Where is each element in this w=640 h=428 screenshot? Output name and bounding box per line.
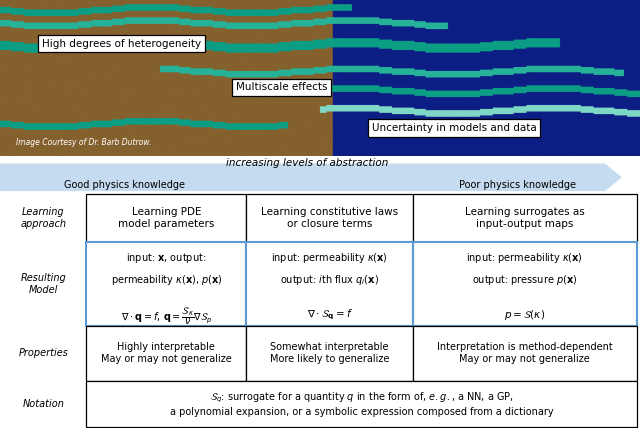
Text: Highly interpretable
May or may not generalize: Highly interpretable May or may not gene… [101,342,232,364]
Bar [246,194,413,242]
Text: Learning constitutive laws
or closure terms: Learning constitutive laws or closure te… [261,207,398,229]
Text: input: $\mathbf{x}$, output:: input: $\mathbf{x}$, output: [126,252,207,265]
Bar [86,326,246,381]
Text: permeability $\kappa(\mathbf{x})$, $p(\mathbf{x})$: permeability $\kappa(\mathbf{x})$, $p(\m… [111,273,222,287]
Text: output: $i$th flux $q_i(\mathbf{x})$: output: $i$th flux $q_i(\mathbf{x})$ [280,273,379,287]
Text: High degrees of heterogeneity: High degrees of heterogeneity [42,39,201,49]
Text: Learning
approach: Learning approach [20,207,66,229]
Text: $\mathcal{S}_q$: surrogate for a quantity $q$ in the form of, $e.g.$, a NN, a GP: $\mathcal{S}_q$: surrogate for a quantit… [170,391,554,417]
Text: Multiscale effects: Multiscale effects [236,83,327,92]
Bar [86,194,246,242]
Text: Properties: Properties [19,348,68,358]
Text: Resulting
Model: Resulting Model [20,273,66,294]
Bar [86,242,246,326]
Text: Image Courtesy of Dr. Barb Dutrow.: Image Courtesy of Dr. Barb Dutrow. [16,138,152,147]
Text: input: permeability $\kappa(\mathbf{x})$: input: permeability $\kappa(\mathbf{x})$ [467,252,583,265]
Text: Learning surrogates as
input-output maps: Learning surrogates as input-output maps [465,207,585,229]
Bar [246,242,413,326]
Text: Notation: Notation [22,399,64,409]
Bar [246,326,413,381]
Text: increasing levels of abstraction: increasing levels of abstraction [226,158,388,168]
Text: Learning PDE
model parameters: Learning PDE model parameters [118,207,214,229]
FancyArrow shape [0,164,621,190]
Bar [86,381,637,427]
Text: $\nabla \cdot \mathcal{S}_{\mathbf{q}} = f$: $\nabla \cdot \mathcal{S}_{\mathbf{q}} =… [307,308,353,322]
Text: output: pressure $p(\mathbf{x})$: output: pressure $p(\mathbf{x})$ [472,273,577,287]
Text: Uncertainty in models and data: Uncertainty in models and data [372,123,537,133]
Text: Good physics knowledge: Good physics knowledge [64,180,185,190]
Text: Somewhat interpretable
More likely to generalize: Somewhat interpretable More likely to ge… [270,342,389,364]
Text: input: permeability $\kappa(\mathbf{x})$: input: permeability $\kappa(\mathbf{x})$ [271,252,388,265]
Text: Poor physics knowledge: Poor physics knowledge [459,180,576,190]
Text: Interpretation is method-dependent
May or may not generalize: Interpretation is method-dependent May o… [437,342,612,364]
Bar [413,326,637,381]
Bar [413,194,637,242]
Text: $p = \mathcal{S}(\kappa)$: $p = \mathcal{S}(\kappa)$ [504,308,545,322]
Text: $\nabla \cdot \mathbf{q} = f$, $\mathbf{q} = \dfrac{\mathcal{S}_\kappa}{\nu}\nab: $\nabla \cdot \mathbf{q} = f$, $\mathbf{… [120,306,212,327]
Bar [413,242,637,326]
